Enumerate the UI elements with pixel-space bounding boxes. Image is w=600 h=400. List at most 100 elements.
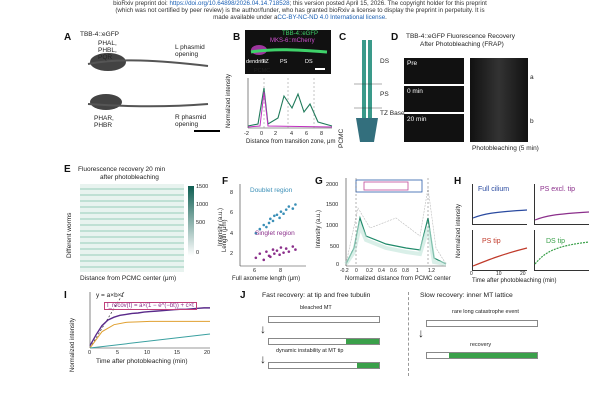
panel-a-image (78, 30, 228, 142)
license-link[interactable]: CC-BY-NC-ND 4.0 International license (277, 14, 386, 22)
header-text: made available under a (213, 14, 278, 22)
panel-letter-e: E (64, 164, 71, 175)
label-singlet: Singlet region (255, 230, 295, 237)
panel-d-title: TBB-4::eGFP Fluorescence Recovery (406, 33, 515, 40)
panel-i-xlabel: Time after photobleaching (min) (96, 358, 188, 365)
label-ps: PS (280, 59, 288, 65)
label-dendrite: dendrite (246, 59, 266, 65)
legend-tbb4: TBB-4::eGFP (282, 31, 319, 37)
series-slow-component (89, 333, 211, 349)
mark-b: b (530, 118, 534, 125)
label-ds-c: DS (380, 58, 390, 65)
h-label-ds-tip: DS tip (546, 238, 566, 245)
eq-recovery: I_recov(t) = a×(1 − e^(−bt)) + c×t (104, 302, 197, 310)
h-label-full: Full cilium (478, 186, 510, 193)
doublet-point (262, 223, 266, 227)
doublet-point (275, 213, 279, 217)
g-ytick: 1000 (326, 223, 339, 229)
doublet-point (269, 217, 272, 221)
singlet-point (265, 250, 268, 253)
label-r-opening: R phasmid opening (175, 114, 207, 128)
panel-letter-f: F (222, 176, 229, 187)
frap-20min-image (404, 114, 464, 142)
panel-g-xlabel: Normalized distance from PCMC center (345, 276, 451, 282)
panel-letter-g: G (315, 176, 323, 187)
panel-i-plot (89, 291, 211, 349)
panel-letter-b: B (233, 32, 241, 43)
label-pcmc-c: PCMC (338, 128, 345, 148)
singlet-point (275, 249, 279, 252)
colorbar (188, 186, 194, 256)
h-label-ps-tip: PS tip (482, 238, 501, 245)
arrow-down-icon: ↓ (418, 326, 424, 340)
panel-letter-c: C (339, 32, 347, 43)
panel-e-title: Fluorescence recovery 20 min (78, 166, 166, 173)
h-xtick: 10 (496, 271, 502, 277)
slow-title: Slow recovery: inner MT lattice (420, 292, 513, 299)
f-ytick: 8 (230, 190, 234, 196)
header-text: ; this version posted April 15, 2026. Th… (289, 0, 487, 7)
b-xtick: 2 (274, 131, 278, 137)
i-xtick: 5 (116, 350, 120, 356)
b-xtick: -2 (244, 131, 249, 137)
doublet-point (271, 219, 275, 223)
label-pcmc: PCMC (254, 68, 271, 74)
i-xtick: 20 (204, 350, 211, 356)
doublet-point (279, 210, 283, 213)
singlet-point (294, 248, 297, 251)
cilium-schematic (354, 40, 382, 142)
h-subplot-full (472, 184, 528, 225)
singlet-point (269, 255, 272, 259)
doublet-point (287, 205, 291, 208)
doublet-point (258, 227, 262, 231)
label-l-opening: L phasmid opening (175, 44, 205, 58)
panel-f-xlabel: Full axoneme length (μm) (232, 276, 301, 282)
doi-link[interactable]: https://doi.org/10.64898/2026.04.14.7185… (169, 0, 290, 7)
cbar-tick: 500 (196, 220, 206, 226)
g-ytick: 2000 (326, 182, 339, 188)
g-ytick: 500 (330, 244, 340, 250)
h-subplot-ps-excl (534, 184, 590, 225)
g-xtick: 0.8 (402, 268, 409, 274)
f-ytick: 4 (230, 231, 234, 237)
i-xtick: 10 (144, 350, 151, 356)
eq-linear: y = a×b×t (96, 292, 124, 299)
doublet-point (278, 216, 281, 220)
divider (408, 292, 409, 376)
panel-b-profile-plot (247, 78, 333, 129)
panel-i-ylabel: Normalized intensity (70, 317, 76, 372)
mt-recovering (268, 338, 380, 345)
label-phar: PHAR, PHBR (94, 115, 114, 129)
panel-e-xlabel: Distance from PCMC center (μm) (80, 275, 177, 282)
doublet-point (282, 212, 285, 216)
b-xtick: 6 (305, 131, 309, 137)
singlet-point (273, 252, 276, 255)
doublet-point (294, 203, 297, 206)
mt-lattice (426, 320, 538, 327)
mt-bleached (268, 316, 380, 323)
doublet-point (273, 214, 276, 218)
g-xtick: 1 (416, 268, 419, 274)
arrow-down-icon: ↓ (260, 322, 266, 336)
singlet-point (278, 253, 281, 257)
singlet-point (271, 248, 275, 251)
f-ytick: 6 (230, 210, 234, 216)
doublet-point (267, 221, 271, 225)
header-text: (which was not certified by peer review)… (115, 7, 485, 15)
singlet-point (254, 256, 258, 260)
header-text: bioRxiv preprint doi: (113, 0, 170, 7)
h-subplot-ps-tip (472, 230, 528, 271)
frap-0min-image (404, 86, 464, 112)
b-xtick: 0 (260, 131, 264, 137)
panel-letter-a: A (64, 32, 72, 43)
label-rare: rare long catastrophe event (452, 309, 519, 315)
label-bleached: bleached MT (300, 305, 332, 311)
label-pre: Pre (407, 60, 418, 67)
label-phal: PHAL, PHBL, PQR (98, 40, 117, 61)
singlet-point (287, 250, 291, 253)
h-xtick: 20 (520, 271, 526, 277)
panel-g-plot (344, 178, 447, 267)
doublet-point (265, 225, 268, 229)
g-xtick: 1.2 (428, 268, 435, 274)
header-text: . (385, 14, 387, 22)
